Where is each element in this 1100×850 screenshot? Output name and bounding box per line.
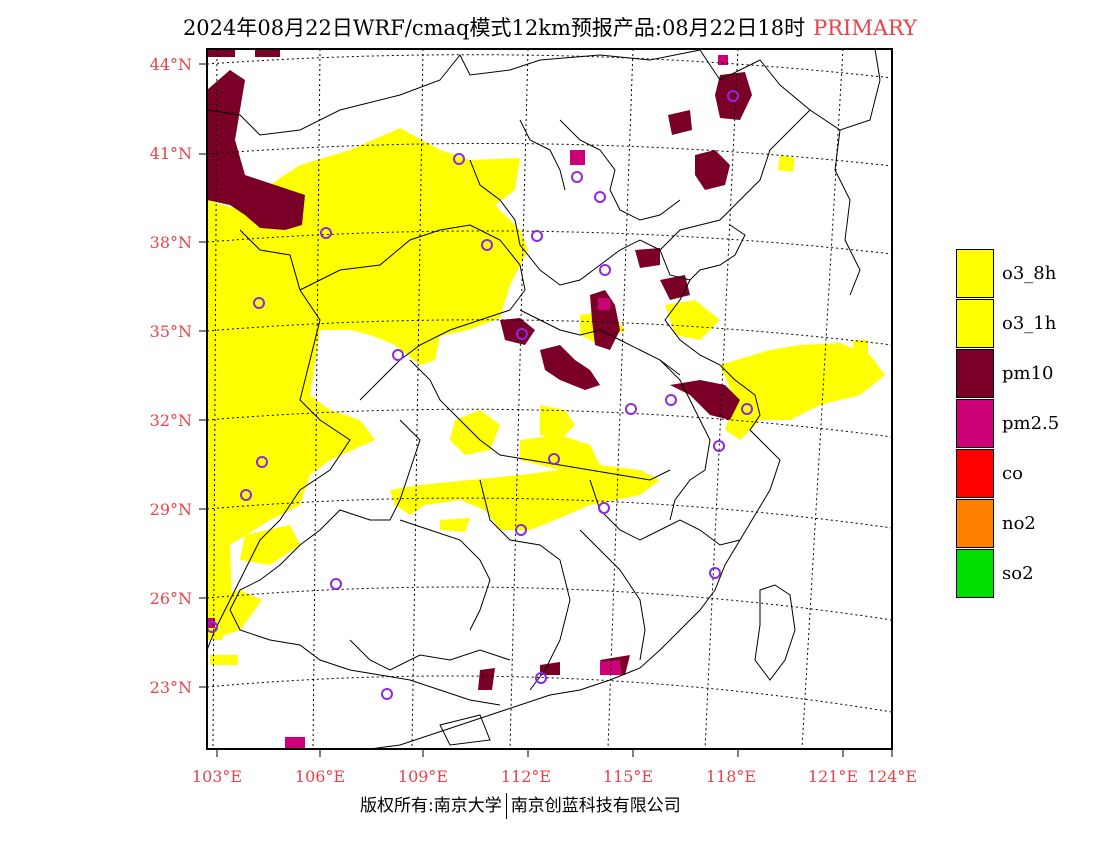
lon-label-118: 118°E (705, 767, 757, 786)
legend-label: pm10 (1002, 363, 1054, 384)
lat-label-23: 23°N (149, 678, 192, 697)
axis-ticks (199, 63, 893, 757)
lon-label-106: 106°E (294, 767, 346, 786)
legend-swatch (956, 549, 994, 598)
lon-label-124: 124°E (866, 767, 918, 786)
footer-right: 南京创蓝科技有限公司 (510, 796, 681, 816)
graticule (207, 49, 892, 749)
legend-swatch (956, 449, 994, 498)
legend-swatch (956, 349, 994, 398)
lat-label-38: 38°N (149, 233, 192, 252)
lon-label-115: 115°E (602, 767, 654, 786)
lon-label-109: 109°E (397, 767, 449, 786)
map-title: 2024年08月22日WRF/cmaq模式12km预报产品:08月22日18时 P… (0, 12, 1100, 42)
lat-label-32: 32°N (149, 411, 192, 430)
map-frame (206, 48, 893, 750)
lat-label-41: 41°N (149, 144, 192, 163)
station-markers (207, 90, 753, 700)
lon-label-103: 103°E (191, 767, 243, 786)
pm25-areas (207, 55, 728, 749)
legend-label: co (1002, 463, 1023, 484)
lat-label-29: 29°N (149, 500, 192, 519)
lat-label-35: 35°N (149, 322, 192, 341)
lat-label-26: 26°N (149, 589, 192, 608)
legend-label: o3_8h (1002, 263, 1057, 284)
legend-label: o3_1h (1002, 313, 1057, 334)
lat-label-44: 44°N (149, 55, 192, 74)
lon-label-112: 112°E (500, 767, 552, 786)
legend-swatch (956, 499, 994, 548)
footer-separator (505, 793, 507, 819)
footer-left: 版权所有:南京大学 (360, 796, 502, 816)
title-tag: PRIMARY (813, 16, 918, 40)
legend-swatch (956, 249, 994, 298)
map-content (207, 49, 892, 749)
copyright-footer: 版权所有:南京大学 南京创蓝科技有限公司 (360, 791, 681, 819)
legend-label: no2 (1002, 513, 1036, 534)
legend-swatch (956, 399, 994, 448)
title-main: 2024年08月22日WRF/cmaq模式12km预报产品:08月22日18时 (182, 16, 806, 40)
legend-swatch (956, 299, 994, 348)
boundaries (207, 49, 881, 749)
o3-areas (207, 128, 885, 665)
legend-label: so2 (1002, 563, 1034, 584)
lon-label-121: 121°E (807, 767, 859, 786)
legend-label: pm2.5 (1002, 413, 1060, 434)
